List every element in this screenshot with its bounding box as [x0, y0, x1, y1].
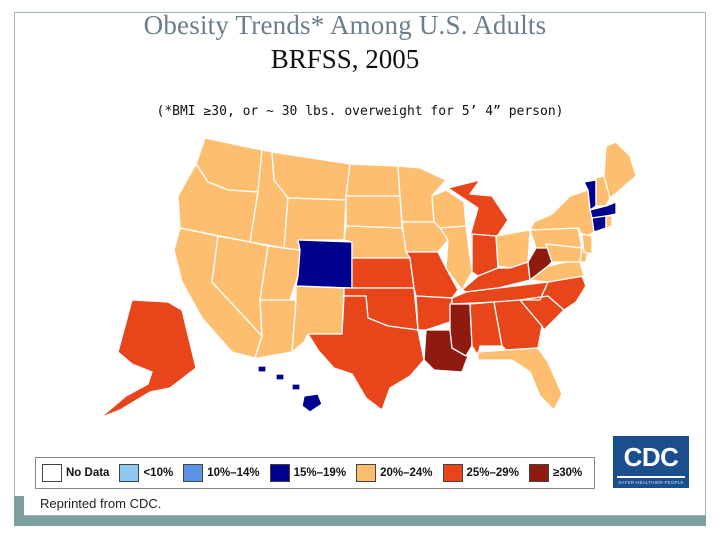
state-hawaii-maui [291, 383, 301, 391]
state-arkansas [415, 295, 453, 331]
title-line-1: Obesity Trends* Among U.S. Adults [143, 10, 547, 40]
credit-text: Reprinted from CDC. [40, 496, 162, 511]
state-texas [307, 295, 425, 411]
state-hawaii-oahu [275, 373, 285, 381]
legend-item-15-19: 15%–19% [269, 464, 347, 482]
state-south-dakota [345, 195, 403, 229]
legend-item-lt10: <10% [119, 464, 173, 482]
legend-swatch [442, 464, 463, 482]
legend-label: <10% [143, 467, 174, 479]
legend-item-20-24: 20%–24% [356, 464, 433, 482]
state-michigan [447, 179, 509, 239]
legend-item-no-data: No Data [42, 464, 109, 482]
legend-swatch [356, 464, 377, 482]
state-connecticut [591, 215, 607, 233]
state-alaska [99, 299, 197, 419]
legend-label: No Data [66, 467, 110, 479]
slide-bottom-bar [14, 516, 706, 526]
state-kansas [351, 257, 415, 289]
cdc-logo: CDC SAFER·HEALTHIER·PEOPLE [613, 436, 689, 488]
cdc-logo-tagline: SAFER·HEALTHIER·PEOPLE [618, 480, 684, 485]
legend-swatch [183, 464, 204, 482]
state-ohio [495, 229, 531, 269]
legend-swatch [42, 464, 62, 482]
title-line-2: BRFSS, 2005 [270, 44, 420, 74]
state-montana [271, 151, 351, 201]
state-rhode-island [605, 215, 613, 229]
state-maine [603, 141, 637, 199]
state-hawaii-big [301, 393, 323, 413]
state-colorado [295, 239, 353, 289]
slide-left-bar [14, 496, 24, 526]
legend-item-10-14: 10%–14% [183, 464, 260, 482]
legend-item-25-29: 25%–29% [442, 464, 519, 482]
legend-item-ge30: ≥30% [528, 464, 583, 482]
state-florida [477, 347, 563, 411]
legend-label: 15%–19% [293, 467, 347, 479]
state-vermont [583, 179, 597, 211]
legend-swatch [528, 464, 549, 482]
legend: No Data <10% 10%–14% 15%–19% 20%–24% 25%… [35, 457, 595, 489]
state-nebraska [343, 225, 411, 259]
cdc-logo-text: CDC [623, 442, 679, 472]
legend-label: 20%–24% [380, 467, 433, 479]
state-arizona [254, 299, 297, 359]
legend-label: ≥30% [552, 467, 583, 479]
state-hawaii-kauai [257, 365, 267, 373]
slide-frame [14, 12, 706, 516]
legend-label: 10%–14% [207, 467, 260, 479]
legend-swatch [269, 464, 290, 482]
state-new-hampshire [595, 175, 611, 207]
bmi-footnote: (*BMI ≥30, or ~ 30 lbs. overweight for 5… [156, 104, 564, 119]
legend-swatch [119, 464, 140, 482]
state-mississippi [449, 303, 473, 357]
legend-label: 25%–29% [466, 467, 519, 479]
state-new-jersey [581, 233, 593, 255]
state-north-dakota [345, 163, 401, 197]
cdc-logo-stripe [617, 476, 685, 478]
state-maryland [545, 243, 583, 263]
